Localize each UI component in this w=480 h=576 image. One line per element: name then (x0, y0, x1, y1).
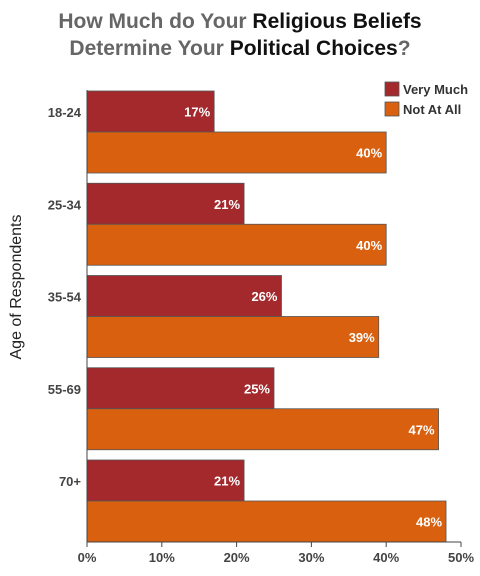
category-label-18-24: 18-24 (48, 105, 82, 120)
bar-not-at-all-35-54 (86, 316, 380, 358)
bar-not-at-all-25-34 (86, 223, 387, 266)
bar-value-label: 26% (251, 289, 277, 304)
bar-value-label: 48% (416, 515, 442, 530)
title-text-part: How Much do Your (58, 10, 253, 33)
bar-value-label: 40% (356, 146, 382, 161)
category-label-70+: 70+ (59, 474, 81, 489)
bar-very-much-25-34 (86, 182, 245, 225)
x-tick-label: 10% (149, 550, 175, 565)
x-tick-label: 50% (448, 550, 474, 565)
chart-title-line-1: How Much do Your Religious Beliefs (0, 8, 480, 35)
bar-not-at-all-55-69 (86, 408, 439, 451)
legend-label: Very Much (403, 82, 468, 97)
axes-layer (86, 90, 461, 543)
bar-value-label: 39% (349, 330, 375, 345)
x-tick-label: 30% (298, 550, 324, 565)
title-text-part: Religious Beliefs (252, 10, 422, 33)
bar-value-label: 40% (356, 238, 382, 253)
legend-swatch-not-at-all (384, 101, 400, 117)
x-axis-ticks: 0% 10% 20% 30% 40% 50% (78, 542, 474, 565)
category-labels: 18-24 25-34 35-54 55-69 70+ (48, 105, 82, 489)
legend: Very Much Not At All (384, 81, 468, 117)
y-axis-label: Age of Respondents (8, 215, 25, 360)
x-tick-label: 0% (78, 550, 97, 565)
x-tick-label: 40% (373, 550, 399, 565)
bar-value-label: 21% (214, 197, 240, 212)
bar-not-at-all-18-24 (86, 131, 387, 174)
bar-not-at-all-70+ (86, 500, 447, 543)
bar-value-label: 47% (409, 422, 435, 437)
title-text-part: ? (397, 37, 411, 60)
bar-value-label: 25% (244, 381, 270, 396)
chart-title-line-2: Determine Your Political Choices? (0, 35, 480, 62)
category-label-35-54: 35-54 (48, 290, 82, 305)
bar-value-label: 17% (184, 105, 210, 120)
bar-value-label: 21% (214, 474, 240, 489)
chart-title: How Much do Your Religious Beliefs Deter… (0, 8, 480, 62)
legend-label: Not At All (403, 102, 461, 117)
title-text-part: Political Choices (229, 37, 398, 60)
bars-layer: 17% 40% 21% 40% 26% 39% 25% 47% 21% 48% (86, 90, 447, 543)
category-label-25-34: 25-34 (48, 197, 82, 212)
category-label-55-69: 55-69 (48, 382, 81, 397)
x-tick-label: 20% (224, 550, 250, 565)
title-text-part: Determine Your (69, 37, 230, 60)
legend-swatch-very-much (384, 81, 400, 97)
